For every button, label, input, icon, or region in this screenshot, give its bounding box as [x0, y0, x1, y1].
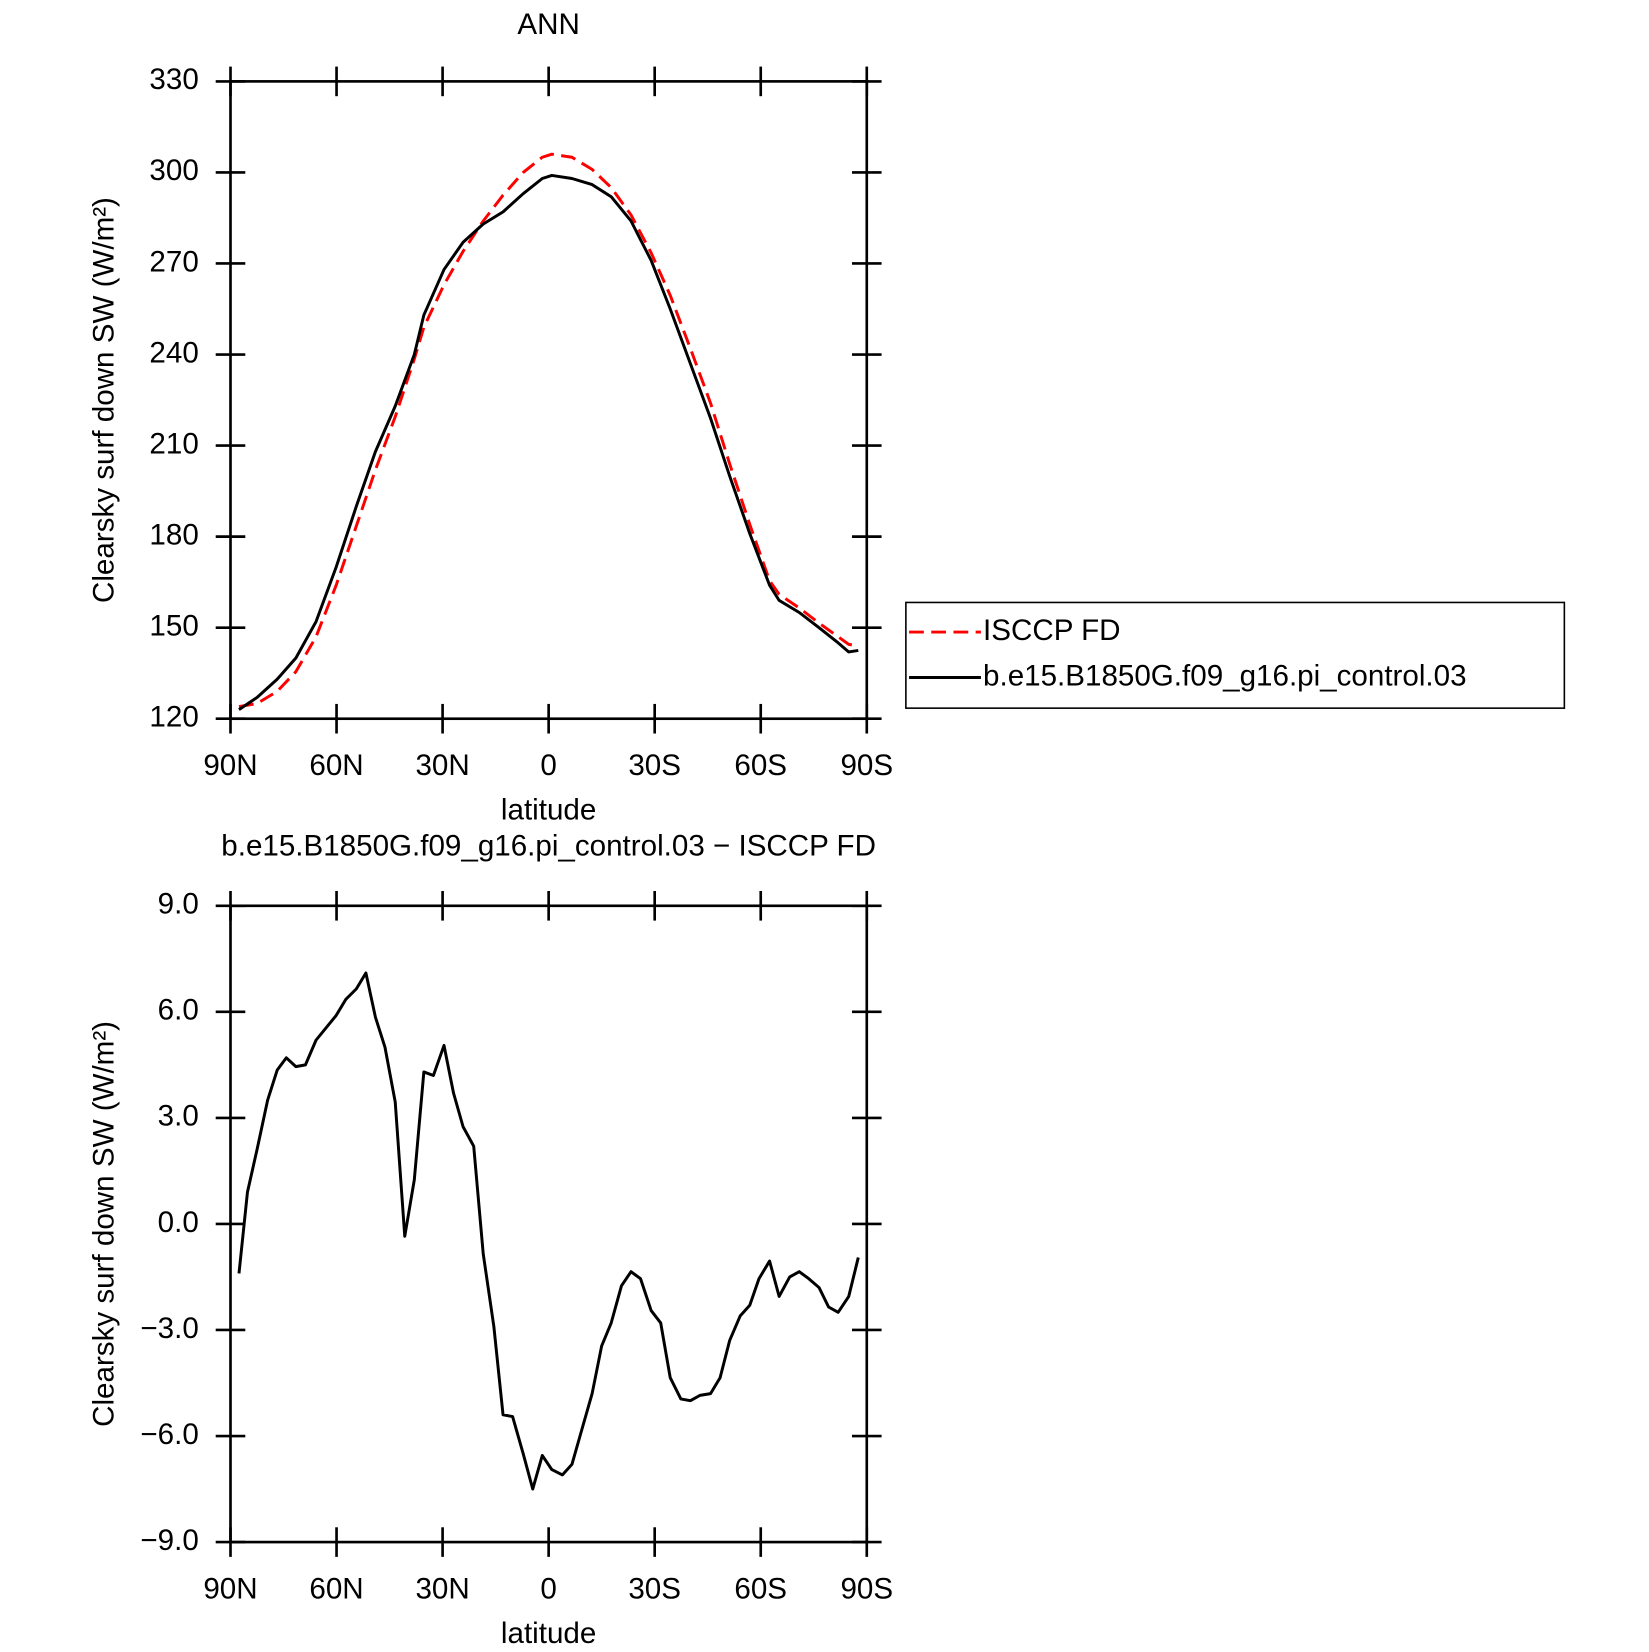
plot-frame [229, 904, 869, 1544]
x-tick-label: 90N [203, 749, 257, 782]
y-tick-label: 120 [149, 701, 198, 734]
y-tick-label: 0.0 [158, 1206, 199, 1239]
x-tick-label: 60N [309, 1573, 363, 1606]
x-tick-label: 90S [840, 749, 893, 782]
data-line [238, 173, 859, 711]
legend-label: b.e15.B1850G.f09_g16.pi_control.03 [983, 659, 1467, 692]
y-tick-label: 300 [149, 154, 198, 187]
x-tick-label: 60N [309, 749, 363, 782]
data-line [238, 152, 859, 709]
x-axis-label: latitude [501, 794, 596, 827]
x-tick-label: 0 [540, 749, 556, 782]
x-tick-label: 0 [540, 1573, 556, 1606]
y-tick-label: 180 [149, 518, 198, 551]
y-tick-label: −9.0 [140, 1524, 198, 1557]
y-tick-label: −6.0 [140, 1418, 198, 1451]
chart-title: b.e15.B1850G.f09_g16.pi_control.03 − ISC… [221, 829, 876, 862]
x-tick-label: 60S [734, 1573, 787, 1606]
legend-label: ISCCP FD [983, 614, 1121, 647]
x-tick-label: 30N [415, 1573, 469, 1606]
y-axis-label: Clearsky surf down SW (W/m²) [88, 1021, 121, 1427]
chart-title: ANN [517, 8, 579, 41]
y-tick-label: 330 [149, 63, 198, 96]
y-tick-label: 6.0 [158, 994, 199, 1027]
x-axis-label: latitude [501, 1617, 596, 1650]
y-tick-label: 3.0 [158, 1100, 199, 1133]
x-tick-label: 30S [628, 1573, 681, 1606]
x-tick-label: 60S [734, 749, 787, 782]
y-tick-label: 9.0 [158, 888, 199, 921]
x-tick-label: 90S [840, 1573, 893, 1606]
legend-box [905, 601, 1566, 709]
x-tick-label: 30S [628, 749, 681, 782]
y-tick-label: 210 [149, 427, 198, 460]
y-axis-label: Clearsky surf down SW (W/m²) [88, 197, 121, 603]
x-tick-label: 90N [203, 1573, 257, 1606]
data-line [237, 971, 860, 1491]
x-tick-label: 30N [415, 749, 469, 782]
y-tick-label: 240 [149, 336, 198, 369]
y-tick-label: 150 [149, 609, 198, 642]
y-tick-label: −3.0 [140, 1312, 198, 1345]
y-tick-label: 270 [149, 245, 198, 278]
